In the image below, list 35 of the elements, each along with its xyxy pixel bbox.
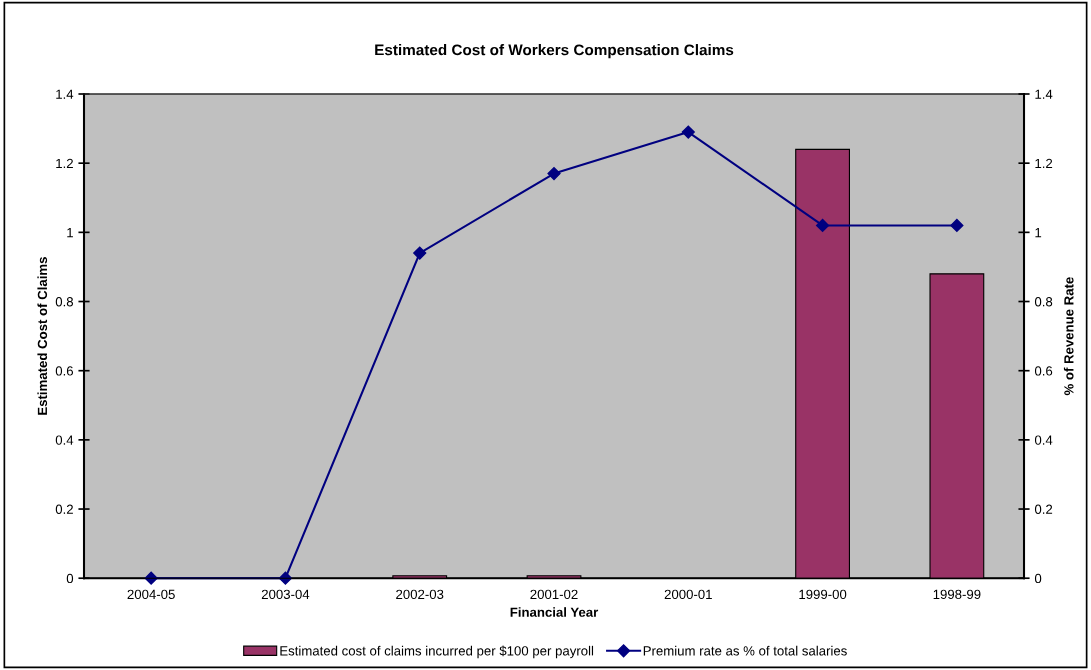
y-tick-label: 0.6: [55, 366, 74, 376]
point: [278, 571, 293, 585]
x-tick-label: 2002-03: [396, 589, 444, 600]
point: [681, 125, 695, 139]
y-tick-label: 0.2: [55, 504, 73, 514]
point: [413, 246, 427, 260]
x-tick-label: 2001-02: [530, 589, 578, 600]
y-tick-label: 1.4: [56, 89, 74, 99]
x-axis-title: Financial Year: [510, 607, 599, 617]
y2-tick-label: 0.8: [1034, 297, 1053, 307]
x-tick-label: 2000-01: [664, 589, 712, 600]
y-tick-label: 0.4: [55, 435, 74, 445]
y2-tick-label: 0.4: [1034, 435, 1053, 445]
point: [815, 218, 830, 233]
y2-tick-label: 1: [1035, 228, 1042, 238]
legend-label: Estimated cost of claims incurred per $100 per payroll: [280, 645, 594, 659]
y2-tick-label: 1.2: [1035, 158, 1053, 168]
x-tick-label: 2004-05: [127, 589, 175, 600]
x-tick-label: 1998-99: [933, 589, 981, 600]
y-axis-title: Estimated Cost of Claims: [37, 257, 48, 415]
y2-tick-label: 0: [1034, 573, 1042, 584]
y2-tick-label: 0.6: [1034, 366, 1053, 376]
y-tick-label: 0.8: [55, 297, 74, 307]
y2-tick-label: 1.4: [1035, 89, 1053, 99]
y-tick-label: 1: [67, 228, 73, 238]
chart-title: Estimated Cost of Workers Compensation Claims: [375, 44, 734, 59]
x-tick-label: 1999-00: [799, 589, 847, 600]
x-tick-label: 2003-04: [261, 589, 310, 600]
point: [547, 166, 561, 181]
legend-label: Premium rate as % of total salaries: [643, 645, 847, 656]
y-tick-label: 1.2: [56, 158, 73, 168]
y2-tick-label: 0.2: [1034, 504, 1053, 514]
point: [950, 218, 964, 233]
y2-axis-title: % of Revenue Rate: [1063, 277, 1074, 396]
y-tick-label: 0: [66, 573, 74, 584]
